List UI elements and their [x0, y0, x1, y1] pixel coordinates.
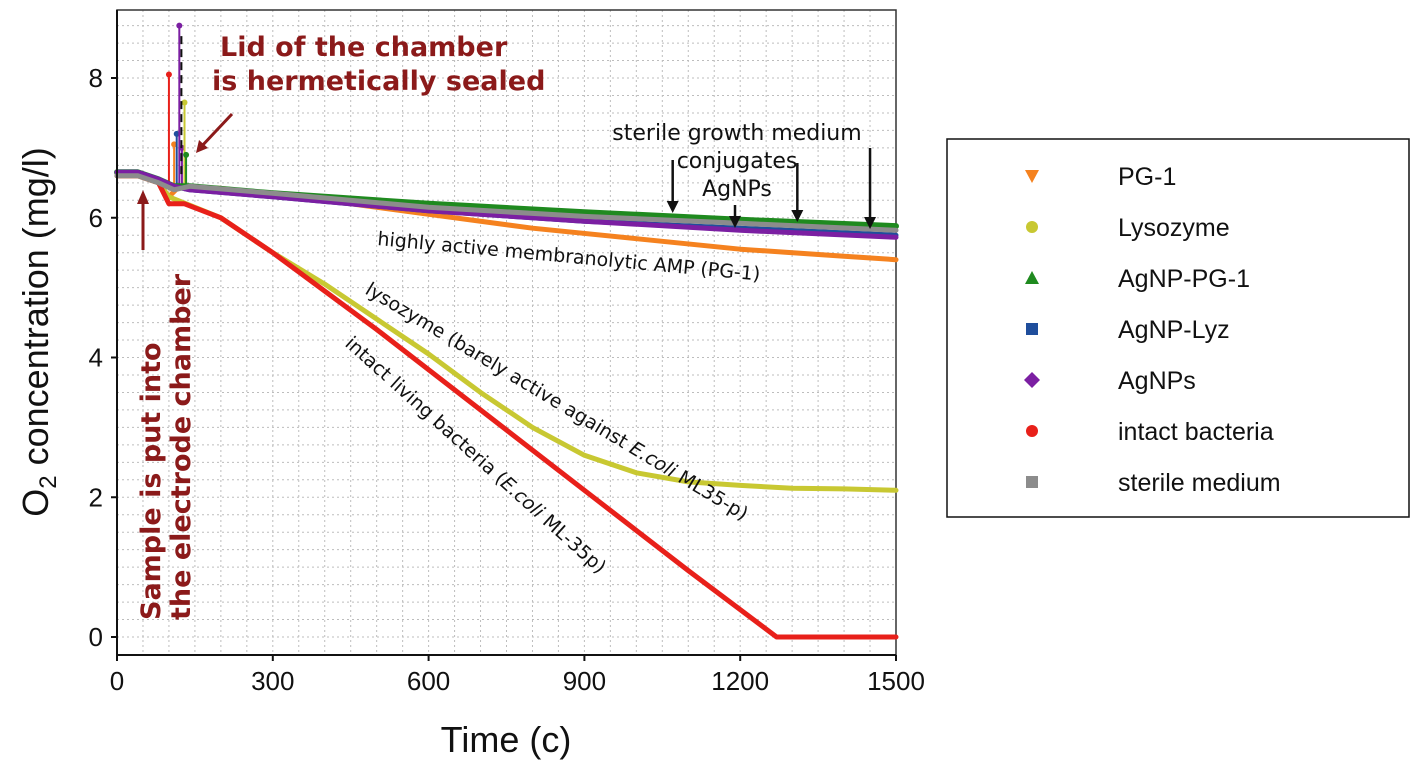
legend-label: sterile medium	[1118, 469, 1281, 497]
annotation-down-arrowhead	[666, 201, 679, 213]
y-tick-label: 0	[89, 622, 103, 652]
x-tick-label: 1500	[867, 666, 925, 696]
y-tick-label: 2	[89, 482, 103, 512]
series-line-agnps	[114, 169, 899, 240]
legend-marker	[1025, 170, 1039, 183]
annotation-lid-arrow	[198, 112, 234, 150]
legend-marker	[1025, 271, 1039, 284]
data-series	[114, 169, 899, 640]
annotation-sterile-group: sterile growth medium conjugates AgNPs	[612, 121, 877, 229]
legend-label: Lysozyme	[1118, 214, 1230, 242]
annotation-sample-line1: Sample is put into	[136, 342, 167, 620]
x-tick-label: 900	[563, 666, 606, 696]
series-line-sterile-medium	[114, 173, 899, 233]
legend-label: intact bacteria	[1118, 418, 1274, 446]
spike-point	[176, 22, 183, 29]
legend-marker	[1026, 323, 1038, 335]
annotation-bacteria: intact living bacteria (E.coli ML-35p)	[341, 332, 611, 578]
y-tick-label: 4	[89, 343, 103, 373]
axes	[116, 10, 896, 656]
annotation-lid-line1: Lid of the chamber	[220, 32, 508, 63]
y-axis-title-sub: 2	[35, 475, 62, 488]
spike-point	[181, 99, 188, 106]
x-tick-label: 300	[251, 666, 294, 696]
series-line-intact-bacteria	[114, 173, 899, 640]
legend: PG-1 Lysozyme AgNP-PG-1 AgNP-Lyz AgNPs intact…	[946, 138, 1410, 518]
tick-labels: 0 300 600 900 1200 1500 0 2 4 6 8	[89, 63, 925, 696]
legend-marker	[1026, 476, 1038, 488]
grid-lines	[117, 10, 896, 655]
legend-marker	[1024, 372, 1040, 388]
legend-label: AgNP-Lyz	[1118, 316, 1230, 344]
annotation-pg1: highly active membranolytic AMP (PG-1)	[377, 228, 762, 285]
series-line-lysozyme	[114, 173, 899, 493]
annotation-lid-line2: is hermetically sealed	[212, 66, 545, 97]
x-tick-label: 0	[110, 666, 124, 696]
annotation-sterile-line1: sterile growth medium	[612, 121, 861, 146]
spike-point	[173, 130, 180, 137]
legend-label: AgNPs	[1118, 367, 1196, 395]
legend-label: PG-1	[1118, 163, 1176, 191]
x-axis-title: Time (c)	[441, 719, 572, 760]
spike-point	[165, 71, 172, 78]
x-tick-label: 1200	[711, 666, 769, 696]
y-axis-title: O2 concentration (mg/l)	[15, 147, 62, 517]
annotation-lid-arrowhead	[196, 140, 208, 153]
annotation-down-arrowhead	[864, 217, 877, 229]
annotation-sterile-line3: AgNPs	[702, 177, 772, 202]
legend-marker	[1026, 221, 1038, 233]
annotation-sterile-arrows	[666, 148, 877, 229]
y-axis-title-rest: concentration (mg/l)	[15, 147, 56, 475]
legend-box	[946, 138, 1410, 518]
annotation-sample-arrowhead	[137, 190, 149, 204]
spike-point	[183, 151, 190, 158]
annotation-sterile-line2: conjugates	[677, 149, 798, 174]
x-tick-label: 600	[407, 666, 450, 696]
y-tick-label: 8	[89, 63, 103, 93]
annotation-sample-line2: the electrode chamber	[166, 273, 197, 620]
y-axis-title-main: O	[15, 489, 56, 517]
spike-point	[171, 141, 178, 148]
y-tick-label: 6	[89, 203, 103, 233]
annotation-sample: Sample is put into the electrode chamber	[136, 190, 197, 620]
annotation-down-arrowhead	[729, 216, 742, 228]
annotation-lid: Lid of the chamber is hermetically seale…	[196, 32, 545, 153]
legend-label: AgNP-PG-1	[1118, 265, 1250, 293]
legend-marker	[1026, 425, 1038, 437]
spike-artifacts	[165, 22, 190, 187]
annotation-down-arrowhead	[791, 210, 804, 222]
